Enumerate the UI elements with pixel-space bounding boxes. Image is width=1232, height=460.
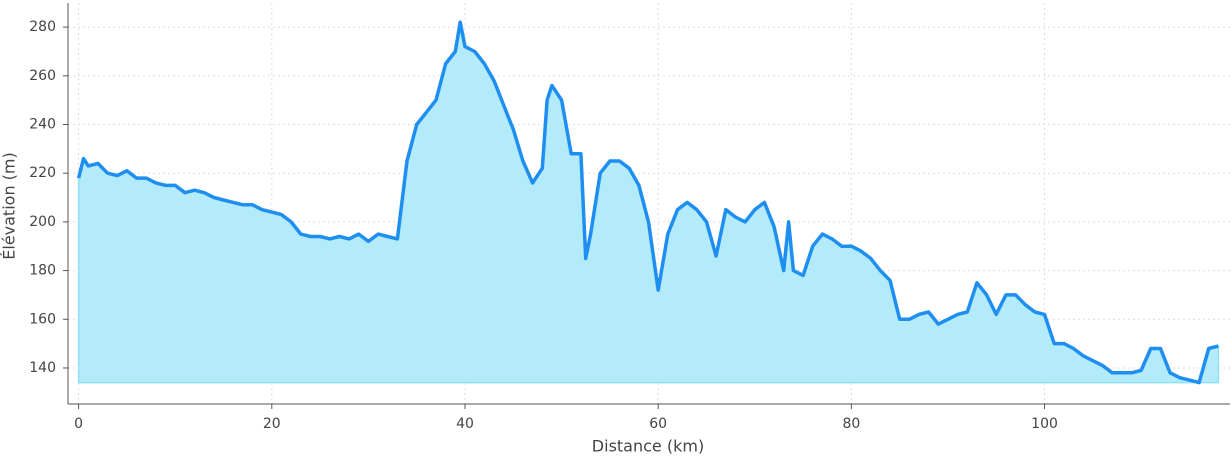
x-tick-label: 100 [1031,416,1058,432]
x-tick-label: 80 [842,416,860,432]
y-tick-label: 140 [29,360,56,376]
y-tick-label: 240 [29,116,56,132]
y-tick-label: 200 [29,214,56,230]
y-axis-label: Élévation (m) [0,152,19,259]
y-tick-label: 220 [29,165,56,181]
x-tick-label: 0 [74,416,83,432]
y-tick-label: 180 [29,263,56,279]
y-tick-label: 260 [29,68,56,84]
y-tick-label: 160 [29,311,56,327]
y-tick-label: 280 [29,19,56,35]
elevation-line [76,20,1219,385]
x-tick-label: 20 [263,416,281,432]
x-tick-label: 40 [456,416,474,432]
x-axis-label: Distance (km) [592,437,704,456]
x-tick-label: 60 [649,416,667,432]
